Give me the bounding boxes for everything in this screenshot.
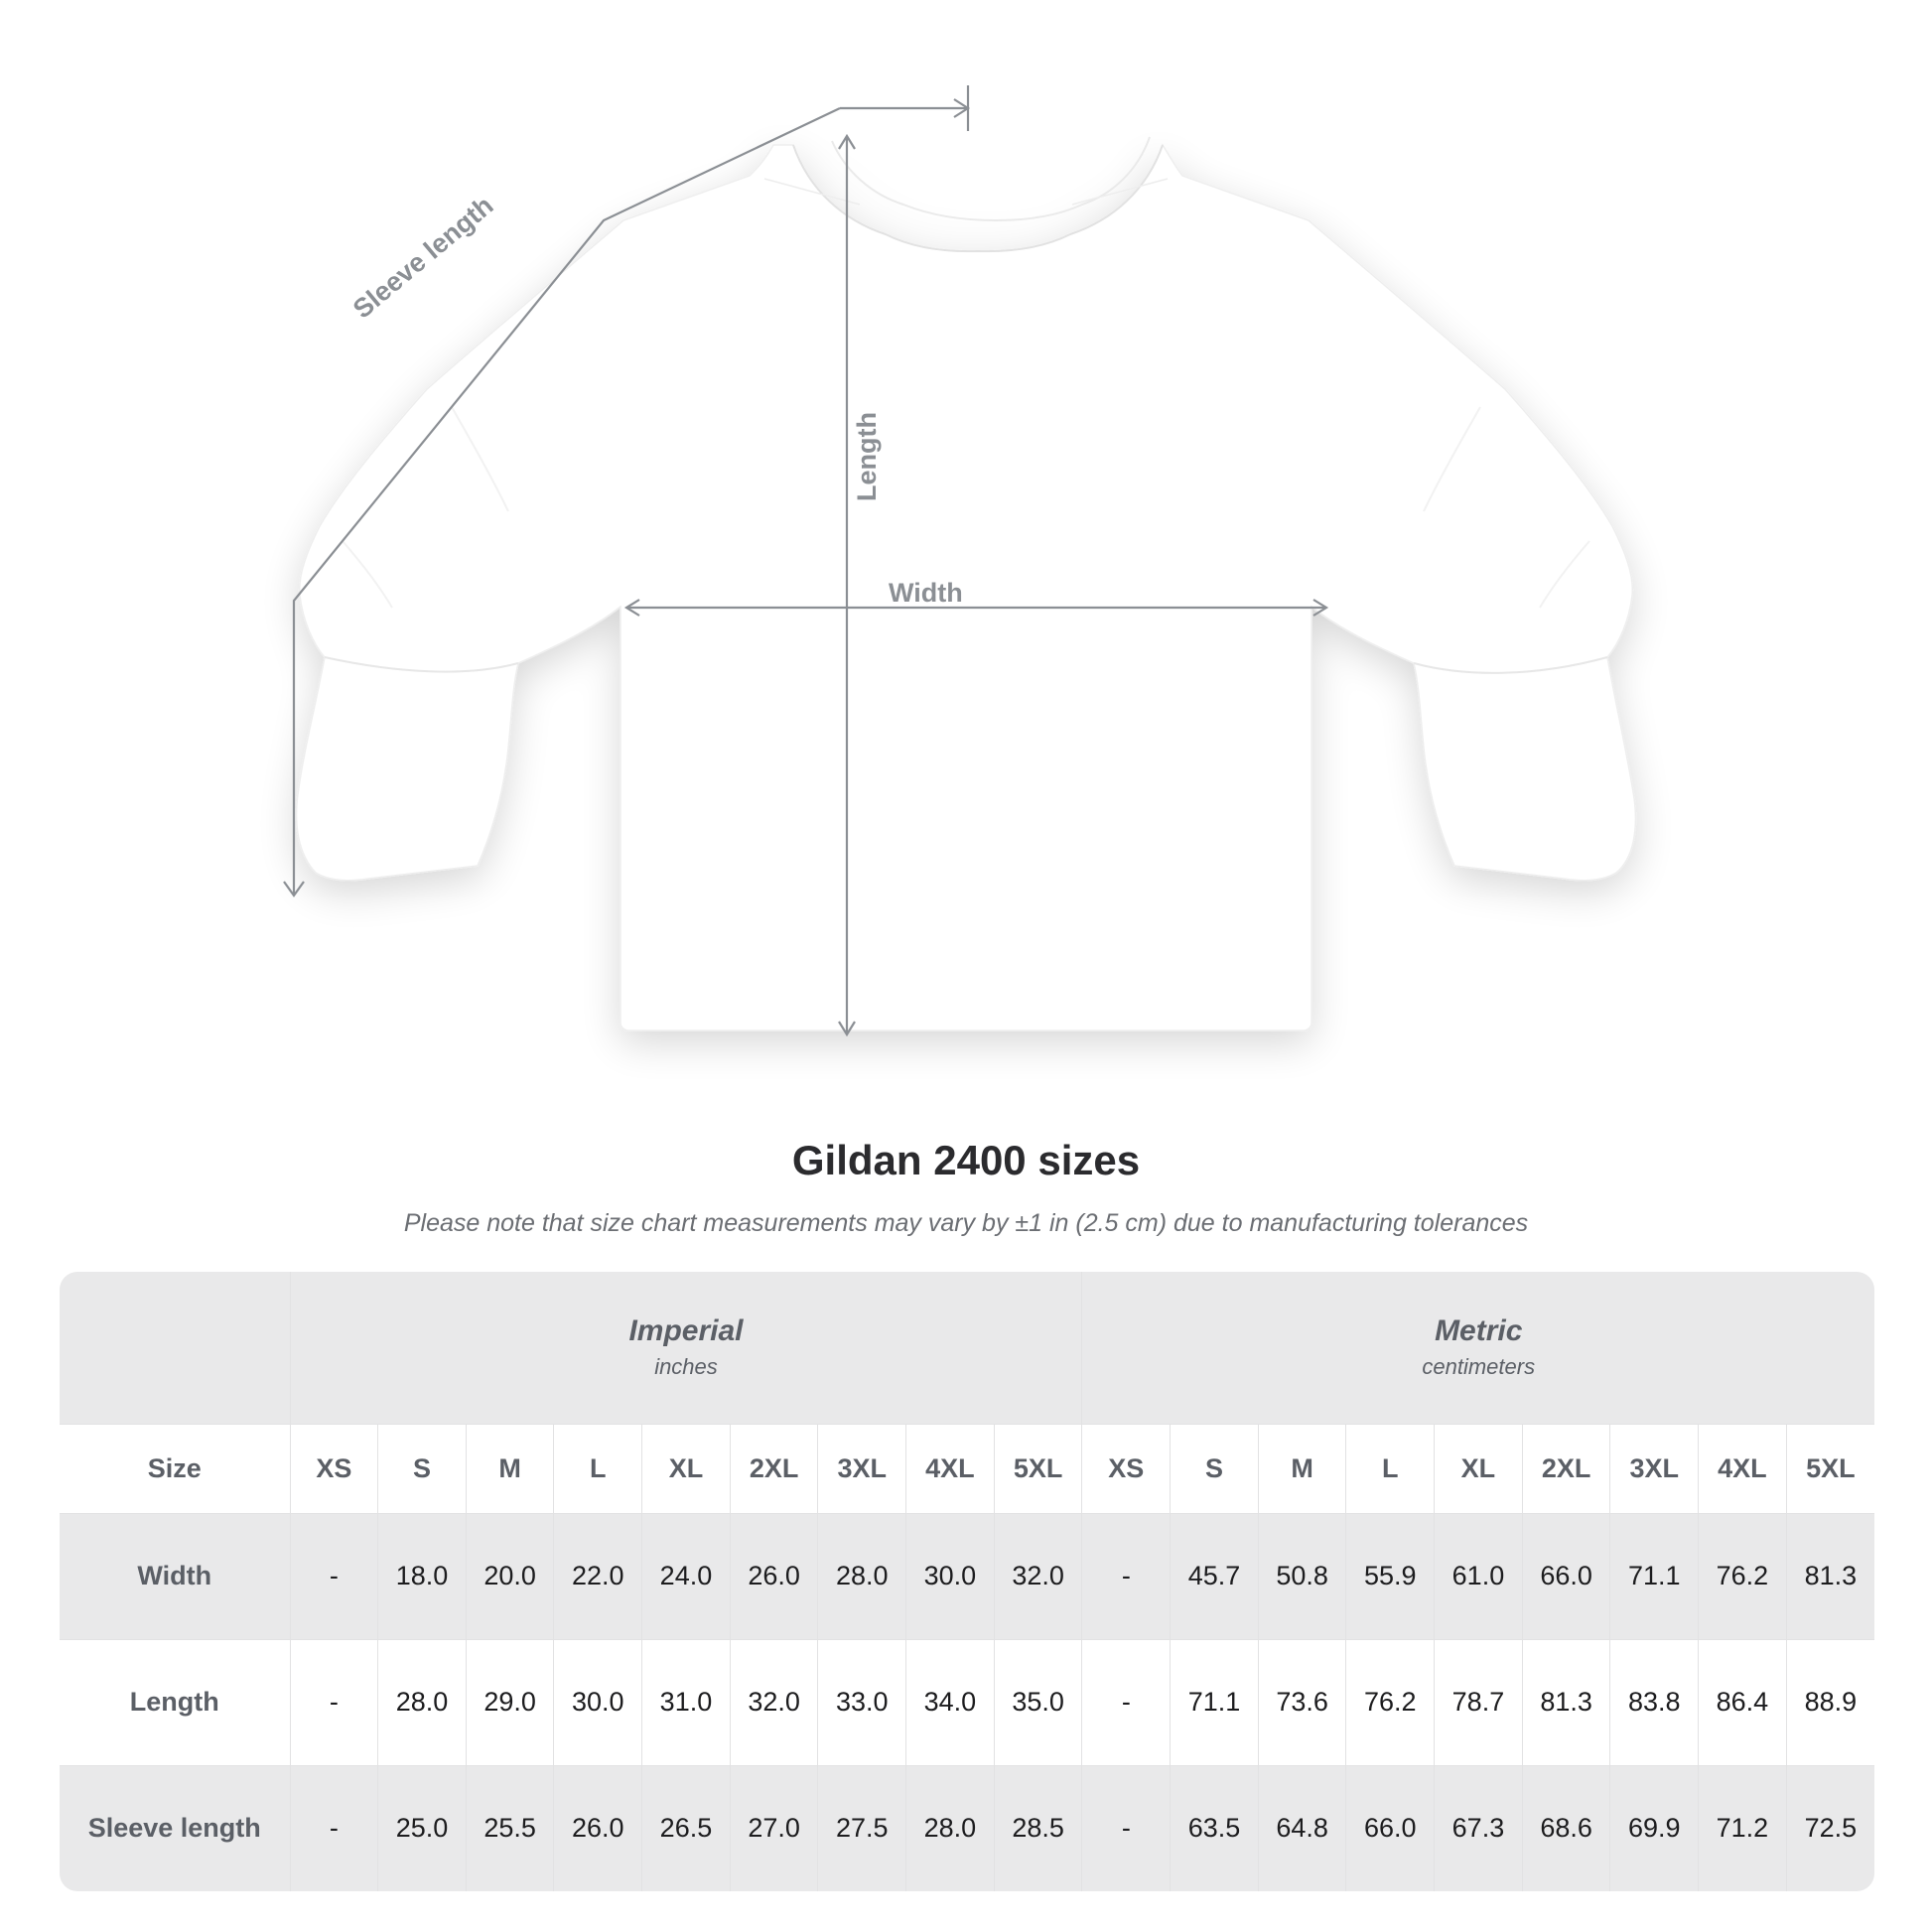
svg-text:Length: Length	[852, 412, 882, 501]
svg-text:Sleeve length: Sleeve length	[347, 191, 499, 325]
svg-text:Width: Width	[889, 578, 963, 608]
